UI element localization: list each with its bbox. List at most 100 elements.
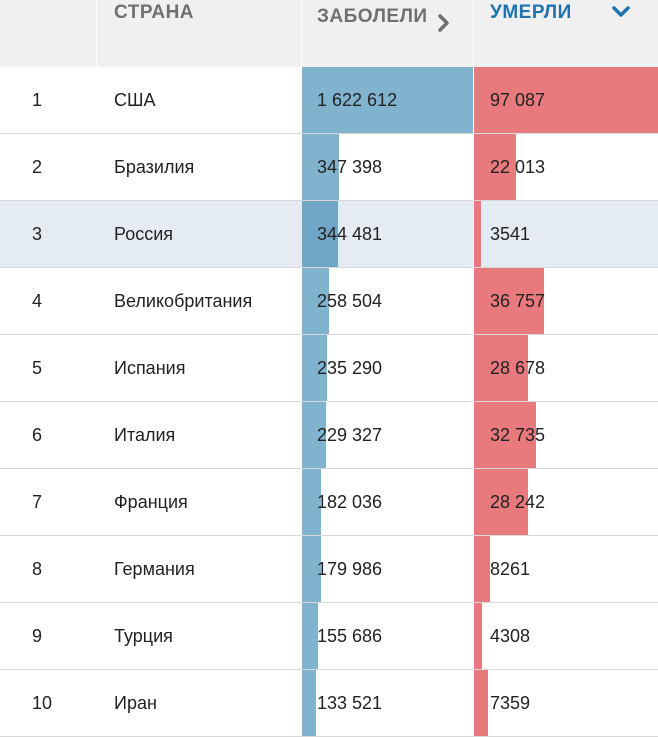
table-row[interactable]: 10 Иран 133 521 7359 [0, 670, 658, 737]
row-cases: 179 986 [317, 558, 383, 579]
cases-bar [302, 201, 339, 267]
row-deaths: 36 757 [490, 290, 546, 311]
table-body: 1 США 1 622 612 97 087 2 Бразилия 347 398 22 01… [0, 67, 658, 737]
row-deaths-cell: 22 013 [474, 134, 658, 200]
table-header: СТРАНА ЗАБОЛЕЛИ УМЕРЛИ [0, 0, 658, 67]
table-row[interactable]: 4 Великобритания 258 504 36 757 [0, 268, 658, 335]
row-rank: 10 [32, 692, 53, 713]
row-cases: 155 686 [317, 625, 383, 646]
deaths-bar [474, 335, 529, 401]
table-row[interactable]: 5 Испания 235 290 28 678 [0, 335, 658, 402]
table-row[interactable]: 1 США 1 622 612 97 087 [0, 67, 658, 134]
row-cases-cell: 229 327 [302, 402, 474, 468]
row-cases-cell: 133 521 [302, 670, 474, 736]
row-cases-cell: 179 986 [302, 536, 474, 602]
row-country: Иран [114, 692, 157, 713]
row-country: Италия [114, 424, 176, 445]
row-country: Германия [114, 558, 195, 579]
cases-bar [302, 469, 322, 535]
cases-bar [302, 603, 319, 669]
row-cases: 182 036 [317, 491, 383, 512]
deaths-bar [474, 402, 537, 468]
row-cases: 235 290 [317, 357, 383, 378]
row-rank: 3 [32, 223, 43, 244]
header-deaths[interactable]: УМЕРЛИ [474, 0, 658, 67]
row-deaths: 3541 [490, 223, 531, 244]
row-deaths: 8261 [490, 558, 531, 579]
row-cases-cell: 182 036 [302, 469, 474, 535]
row-rank: 2 [32, 156, 43, 177]
row-deaths: 28 678 [490, 357, 546, 378]
row-country: Великобритания [114, 290, 253, 311]
row-country: Испания [114, 357, 186, 378]
row-deaths: 7359 [490, 692, 531, 713]
row-deaths-cell: 36 757 [474, 268, 658, 334]
cases-bar [302, 402, 327, 468]
table-row[interactable]: 3 Россия 344 481 3541 [0, 201, 658, 268]
row-cases-cell: 235 290 [302, 335, 474, 401]
row-rank: 6 [32, 424, 43, 445]
row-country: Франция [114, 491, 188, 512]
row-deaths-cell: 4308 [474, 603, 658, 669]
row-deaths: 22 013 [490, 156, 546, 177]
row-deaths-cell: 3541 [474, 201, 658, 267]
deaths-bar [474, 469, 528, 535]
row-deaths-cell: 28 678 [474, 335, 658, 401]
row-cases: 344 481 [317, 223, 383, 244]
row-deaths-cell: 32 735 [474, 402, 658, 468]
row-country: Бразилия [114, 156, 195, 177]
row-cases-cell: 258 504 [302, 268, 474, 334]
header-rank [0, 0, 97, 67]
row-cases-cell: 347 398 [302, 134, 474, 200]
cases-bar [302, 268, 330, 334]
row-deaths: 28 242 [490, 491, 546, 512]
header-country[interactable]: СТРАНА [97, 0, 302, 67]
header-deaths-label: УМЕРЛИ [490, 2, 572, 23]
row-country: Турция [114, 625, 173, 646]
deaths-bar [474, 134, 516, 200]
header-cases[interactable]: ЗАБОЛЕЛИ [302, 0, 474, 67]
row-cases: 229 327 [317, 424, 383, 445]
deaths-bar [474, 670, 488, 736]
row-deaths-cell: 97 087 [474, 67, 658, 133]
row-deaths: 4308 [490, 625, 531, 646]
row-rank: 7 [32, 491, 43, 512]
row-rank: 9 [32, 625, 43, 646]
deaths-bar [474, 268, 544, 334]
deaths-bar [474, 201, 481, 267]
row-rank: 1 [32, 89, 43, 110]
table-row[interactable]: 7 Франция 182 036 28 242 [0, 469, 658, 536]
table-row[interactable]: 8 Германия 179 986 8261 [0, 536, 658, 603]
row-deaths-cell: 28 242 [474, 469, 658, 535]
row-deaths: 97 087 [490, 89, 546, 110]
row-country: США [114, 89, 156, 110]
row-rank: 4 [32, 290, 43, 311]
row-rank: 8 [32, 558, 43, 579]
row-deaths-cell: 7359 [474, 670, 658, 736]
row-cases: 133 521 [317, 692, 383, 713]
table-row[interactable]: 6 Италия 229 327 32 735 [0, 402, 658, 469]
row-cases: 347 398 [317, 156, 383, 177]
row-cases: 258 504 [317, 290, 383, 311]
cases-bar [302, 67, 473, 133]
row-deaths: 32 735 [490, 424, 546, 445]
cases-bar [302, 670, 317, 736]
header-country-label: СТРАНА [114, 2, 195, 23]
row-deaths-cell: 8261 [474, 536, 658, 602]
deaths-bar [474, 603, 483, 669]
row-cases-cell: 155 686 [302, 603, 474, 669]
cases-bar [302, 536, 321, 602]
row-country: Россия [114, 223, 174, 244]
deaths-bar [474, 67, 658, 133]
row-cases: 1 622 612 [317, 89, 398, 110]
row-cases-cell: 344 481 [302, 201, 474, 267]
table-row[interactable]: 9 Турция 155 686 4308 [0, 603, 658, 670]
cases-bar [302, 335, 327, 401]
chevron-right-icon[interactable] [437, 13, 451, 42]
header-cases-label: ЗАБОЛЕЛИ [317, 6, 428, 27]
row-rank: 5 [32, 357, 43, 378]
chevron-down-icon[interactable] [610, 3, 632, 25]
table-row[interactable]: 2 Бразилия 347 398 22 013 [0, 134, 658, 201]
row-cases-cell: 1 622 612 [302, 67, 474, 133]
